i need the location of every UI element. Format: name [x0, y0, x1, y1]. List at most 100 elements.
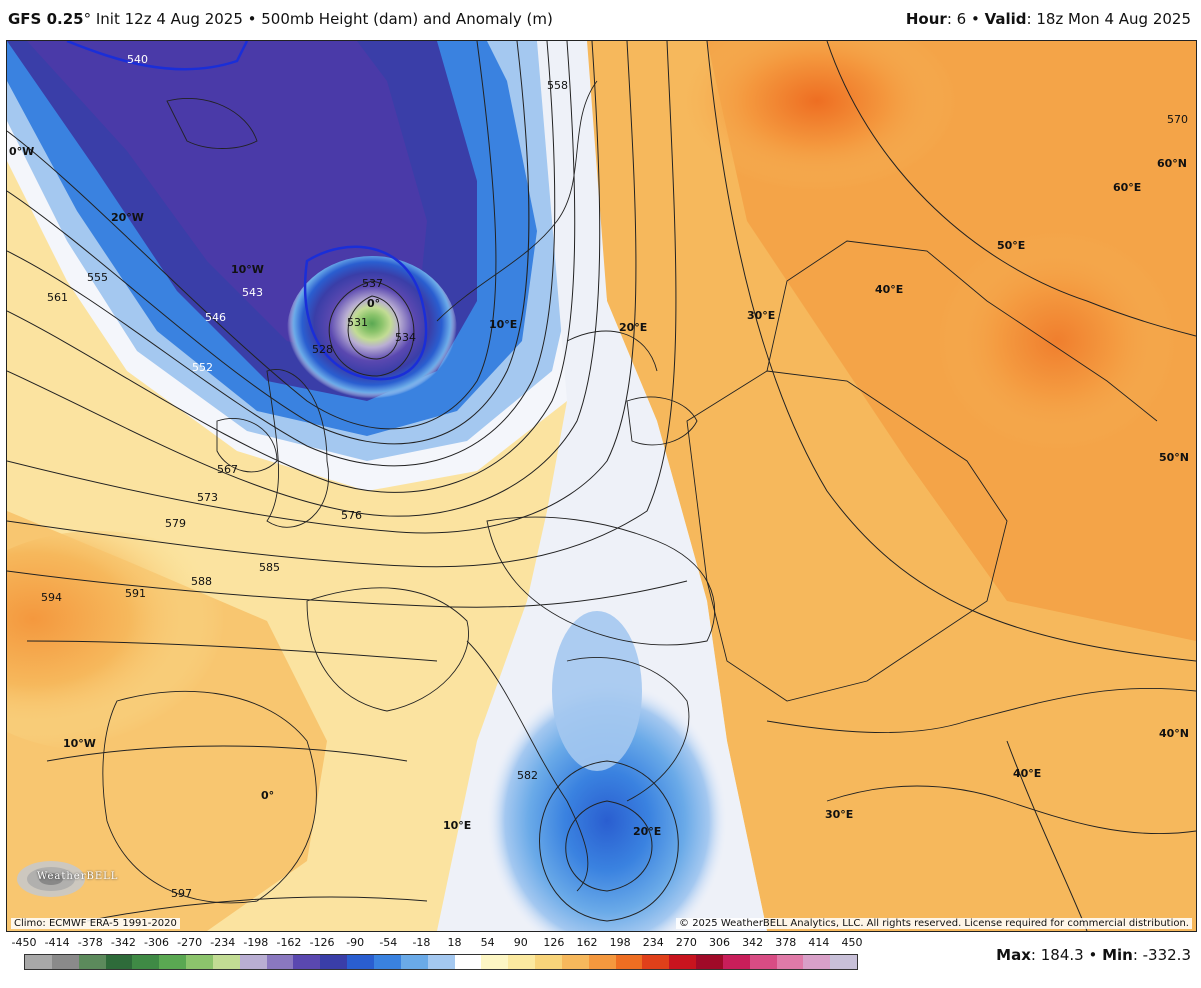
- colorbar-tick-label: -342: [110, 936, 136, 949]
- min-label: Min: [1102, 946, 1133, 964]
- iberia-outline: [102, 690, 317, 904]
- contour-low-core: [347, 295, 400, 360]
- colorbar-tick-label: 342: [742, 936, 764, 949]
- coordinate-labels: 0°W 20°W 10°W 0° 10°E 20°E 30°E 40°E 50°…: [9, 145, 1189, 838]
- colorbar-tick-label: 54: [480, 936, 495, 949]
- colorbar-swatch: [776, 955, 804, 969]
- copyright-note: © 2025 WeatherBELL Analytics, LLC. All r…: [676, 918, 1192, 929]
- colorbar-tick-label: -126: [309, 936, 335, 949]
- britain-outline: [266, 369, 329, 528]
- max-min-readout: Max: 184.3 • Min: -332.3: [996, 946, 1191, 964]
- colorbar-bar: [24, 954, 858, 970]
- contour-line: [1006, 740, 1088, 931]
- colorbar-swatch: [239, 955, 267, 969]
- contour-label: 561: [47, 291, 68, 304]
- colorbar-swatch: [427, 955, 455, 969]
- colorbar-tick-label: -450: [11, 936, 37, 949]
- colorbar-swatch: [159, 955, 187, 969]
- contour-line: [706, 41, 1196, 662]
- anomaly-low-south: [487, 681, 727, 931]
- colorbar-tick-label: -234: [210, 936, 236, 949]
- contour-line: [7, 41, 601, 517]
- contour-label: 573: [197, 491, 218, 504]
- colorbar-swatch: [696, 955, 723, 969]
- colorbar-labels: -450 -414 -378 -342 -306 -270 -234 -198 -162 -126…: [12, 936, 863, 952]
- valid-time: Hour: 6 • Valid: 18z Mon 4 Aug 2025: [906, 10, 1191, 28]
- colorbar-swatch: [132, 955, 160, 969]
- colorbar-tick-label: -54: [379, 936, 398, 949]
- contour-labels: 540 543 546 552 555 561 567 573 579 585 …: [41, 53, 1188, 900]
- colorbar-swatch: [642, 955, 670, 969]
- gotland: [626, 396, 698, 446]
- coord-label: 10°E: [489, 318, 517, 331]
- coord-label: 40°E: [875, 283, 903, 296]
- contour-label: 540: [127, 53, 148, 66]
- colorbar-swatch: [535, 955, 562, 969]
- coord-label: 0°W: [9, 145, 34, 158]
- colorbar-tick-label: 378: [775, 936, 797, 949]
- colorbar-tick-label: 90: [513, 936, 528, 949]
- colorbar-swatch: [293, 955, 321, 969]
- contour-label: 543: [242, 286, 263, 299]
- colorbar-swatch: [561, 955, 589, 969]
- contour-line: [7, 41, 576, 493]
- colorbar-tick-label: 270: [675, 936, 697, 949]
- coord-label: 20°W: [111, 211, 144, 224]
- anomaly-low-south-lobe: [552, 611, 642, 771]
- coord-label: 50°N: [1159, 451, 1189, 464]
- weatherbell-logo: WeatherBELL: [11, 855, 121, 901]
- contour-label: 546: [205, 311, 226, 324]
- colorbar-tick-label: -198: [243, 936, 269, 949]
- contour-label: 594: [41, 591, 62, 604]
- contour-label: 579: [165, 517, 186, 530]
- colorbar: -450 -414 -378 -342 -306 -270 -234 -198 -162 -126…: [12, 936, 863, 976]
- anomaly-high-e: [937, 231, 1177, 451]
- min-value: : -332.3: [1132, 946, 1191, 964]
- baltic-coast: [566, 330, 658, 372]
- norway-coast: [436, 80, 598, 322]
- title-rest: Init 12z 4 Aug 2025 • 500mb Height (dam)…: [91, 10, 553, 28]
- hour-label: Hour: [905, 10, 947, 28]
- colorbar-swatch: [347, 955, 374, 969]
- degree-symbol: °: [83, 10, 92, 28]
- black-sea-coast: [766, 687, 1196, 733]
- colorbar-tick-label: 198: [609, 936, 631, 949]
- colorbar-tick-label: -162: [276, 936, 302, 949]
- colorbar-tick-label: 18: [447, 936, 462, 949]
- colorbar-swatch: [51, 955, 79, 969]
- colorbar-tick-label: 450: [841, 936, 863, 949]
- contour-line: [7, 41, 677, 568]
- colorbar-tick-label: -378: [77, 936, 103, 949]
- coord-label: 20°E: [619, 321, 647, 334]
- coord-label: 0°: [261, 789, 274, 802]
- colorbar-swatch: [373, 955, 401, 969]
- contour-label: 528: [312, 343, 333, 356]
- anomaly-neutral-center: [437, 41, 767, 931]
- colorbar-swatch: [669, 955, 697, 969]
- coord-label: 10°W: [63, 737, 96, 750]
- russia-border: [766, 240, 1158, 422]
- contour-label: 567: [217, 463, 238, 476]
- header: GFS 0.25° Init 12z 4 Aug 2025 • 500mb He…: [0, 0, 1201, 40]
- colorbar-tick-label: 306: [709, 936, 731, 949]
- contour-label: 582: [517, 769, 538, 782]
- contour-label: 585: [259, 561, 280, 574]
- coord-label: 30°E: [825, 808, 853, 821]
- contour-label: 597: [171, 887, 192, 900]
- anomaly-low-north: [287, 256, 457, 406]
- coord-label: 60°E: [1113, 181, 1141, 194]
- coord-label: 30°E: [747, 309, 775, 322]
- contour-line: [86, 896, 428, 922]
- colorbar-swatch: [830, 955, 858, 969]
- eastern-europe: [686, 370, 1008, 702]
- ireland-outline: [216, 417, 278, 473]
- colorbar-swatch: [186, 955, 213, 969]
- contour-low-south: [565, 800, 653, 892]
- colorbar-tick-label: 234: [642, 936, 664, 949]
- contour-label: 537: [362, 277, 383, 290]
- contour-label: 534: [395, 331, 416, 344]
- italy-outline: [466, 640, 589, 892]
- colorbar-swatch: [481, 955, 509, 969]
- borders: [102, 80, 1196, 904]
- colorbar-swatch: [749, 955, 777, 969]
